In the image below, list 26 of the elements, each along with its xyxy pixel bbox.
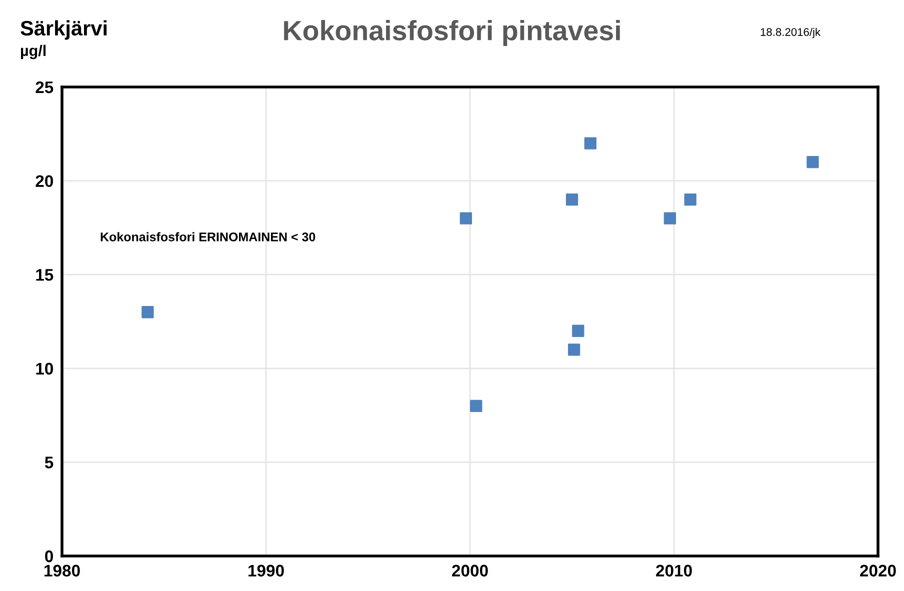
x-tick-label: 1990 — [248, 564, 284, 577]
y-tick-label: 0 — [45, 550, 53, 562]
y-tick-label: 20 — [36, 175, 53, 188]
x-tick-label: 2020 — [860, 564, 896, 577]
point — [584, 137, 596, 150]
point — [470, 400, 482, 412]
chart-title: Kokonaisfosfori pintavesi — [284, 20, 620, 46]
point — [142, 306, 154, 318]
point — [568, 344, 580, 356]
x-tick-label: 1980 — [44, 564, 80, 577]
text: Särkjärvi — [20, 20, 107, 40]
x-tick-label: 2010 — [656, 564, 692, 577]
y-tick-label: 25 — [36, 81, 54, 94]
point — [806, 156, 819, 168]
annotation: Kokonaisfosfori ERINOMAINEN < 30 — [100, 232, 316, 242]
point — [572, 324, 584, 337]
y-axis-title: µg/l — [21, 44, 46, 60]
point — [460, 212, 472, 224]
point — [664, 212, 676, 224]
y-tick-label: 5 — [44, 456, 54, 468]
y-tick-label: 10 — [36, 362, 53, 375]
point — [684, 193, 696, 206]
x-tick-label: 2000 — [452, 564, 488, 577]
point — [566, 193, 578, 206]
y-tick-label: 15 — [36, 269, 54, 281]
text: 18.8.2016/jk — [760, 28, 821, 38]
